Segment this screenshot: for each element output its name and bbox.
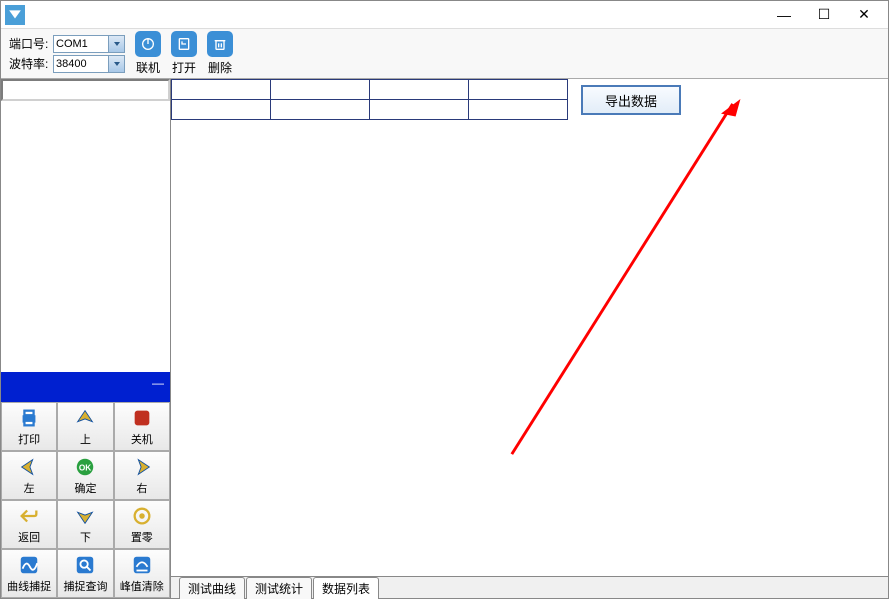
right-icon bbox=[130, 455, 154, 479]
right-button[interactable]: 右 bbox=[114, 451, 170, 500]
print-button[interactable]: 打印 bbox=[1, 402, 57, 451]
power-icon bbox=[130, 406, 154, 430]
toolbar: 端口号: COM1 波特率: 38400 联机 bbox=[1, 29, 888, 79]
close-button[interactable]: ✕ bbox=[844, 1, 884, 29]
ok-icon: OK bbox=[73, 455, 97, 479]
port-select[interactable]: COM1 bbox=[53, 35, 125, 53]
zero-button[interactable]: 置零 bbox=[114, 500, 170, 549]
query-icon bbox=[73, 553, 97, 577]
back-icon bbox=[17, 504, 41, 528]
table-cell bbox=[370, 80, 469, 100]
svg-text:OK: OK bbox=[79, 464, 91, 473]
status-bar bbox=[1, 372, 170, 402]
down-button[interactable]: 下 bbox=[57, 500, 113, 549]
curve-icon bbox=[17, 553, 41, 577]
clear-button[interactable]: 峰值清除 bbox=[114, 549, 170, 598]
control-pad: 打印上关机左OK确定右返回下置零曲线捕捉捕捉查询峰值清除 bbox=[1, 402, 170, 598]
baud-select[interactable]: 38400 bbox=[53, 55, 125, 73]
tab-测试统计[interactable]: 测试统计 bbox=[246, 577, 312, 599]
main-body: 导出数据 bbox=[171, 79, 888, 576]
tab-数据列表[interactable]: 数据列表 bbox=[313, 577, 379, 599]
main-area: 导出数据 测试曲线测试统计数据列表 bbox=[171, 79, 888, 598]
data-table bbox=[171, 79, 568, 120]
curve-button[interactable]: 曲线捕捉 bbox=[1, 549, 57, 598]
chevron-down-icon bbox=[108, 36, 124, 52]
search-input[interactable] bbox=[1, 79, 170, 101]
sidebar: 打印上关机左OK确定右返回下置零曲线捕捉捕捉查询峰值清除 bbox=[1, 79, 171, 598]
ok-button[interactable]: OK确定 bbox=[57, 451, 113, 500]
table-cell bbox=[469, 80, 568, 100]
table-cell bbox=[172, 80, 271, 100]
up-icon bbox=[73, 406, 97, 430]
open-button[interactable]: 打开 bbox=[171, 31, 197, 76]
delete-button[interactable]: 删除 bbox=[207, 31, 233, 76]
table-cell bbox=[172, 100, 271, 120]
app-icon bbox=[5, 5, 25, 25]
port-label: 端口号: bbox=[9, 35, 51, 52]
export-button[interactable]: 导出数据 bbox=[581, 85, 681, 115]
left-button[interactable]: 左 bbox=[1, 451, 57, 500]
chevron-down-icon bbox=[108, 56, 124, 72]
table-cell bbox=[469, 100, 568, 120]
down-icon bbox=[73, 504, 97, 528]
back-button[interactable]: 返回 bbox=[1, 500, 57, 549]
open-icon bbox=[171, 31, 197, 57]
device-list bbox=[1, 101, 170, 372]
power-button[interactable]: 关机 bbox=[114, 402, 170, 451]
zero-icon bbox=[130, 504, 154, 528]
print-icon bbox=[17, 406, 41, 430]
annotation-arrow bbox=[331, 99, 751, 459]
table-cell bbox=[271, 100, 370, 120]
left-icon bbox=[17, 455, 41, 479]
tab-测试曲线[interactable]: 测试曲线 bbox=[179, 577, 245, 599]
trash-icon bbox=[207, 31, 233, 57]
minimize-button[interactable]: — bbox=[764, 1, 804, 29]
titlebar: — ☐ ✕ bbox=[1, 1, 888, 29]
query-button[interactable]: 捕捉查询 bbox=[57, 549, 113, 598]
table-cell bbox=[271, 80, 370, 100]
power-icon bbox=[135, 31, 161, 57]
baud-label: 波特率: bbox=[9, 55, 51, 72]
app-window: — ☐ ✕ 端口号: COM1 波特率: 38400 bbox=[0, 0, 889, 599]
clear-icon bbox=[130, 553, 154, 577]
up-button[interactable]: 上 bbox=[57, 402, 113, 451]
tab-bar: 测试曲线测试统计数据列表 bbox=[171, 576, 888, 598]
connect-button[interactable]: 联机 bbox=[135, 31, 161, 76]
content: 打印上关机左OK确定右返回下置零曲线捕捉捕捉查询峰值清除 导出数据 测试曲线测试… bbox=[1, 79, 888, 598]
maximize-button[interactable]: ☐ bbox=[804, 1, 844, 29]
table-cell bbox=[370, 100, 469, 120]
